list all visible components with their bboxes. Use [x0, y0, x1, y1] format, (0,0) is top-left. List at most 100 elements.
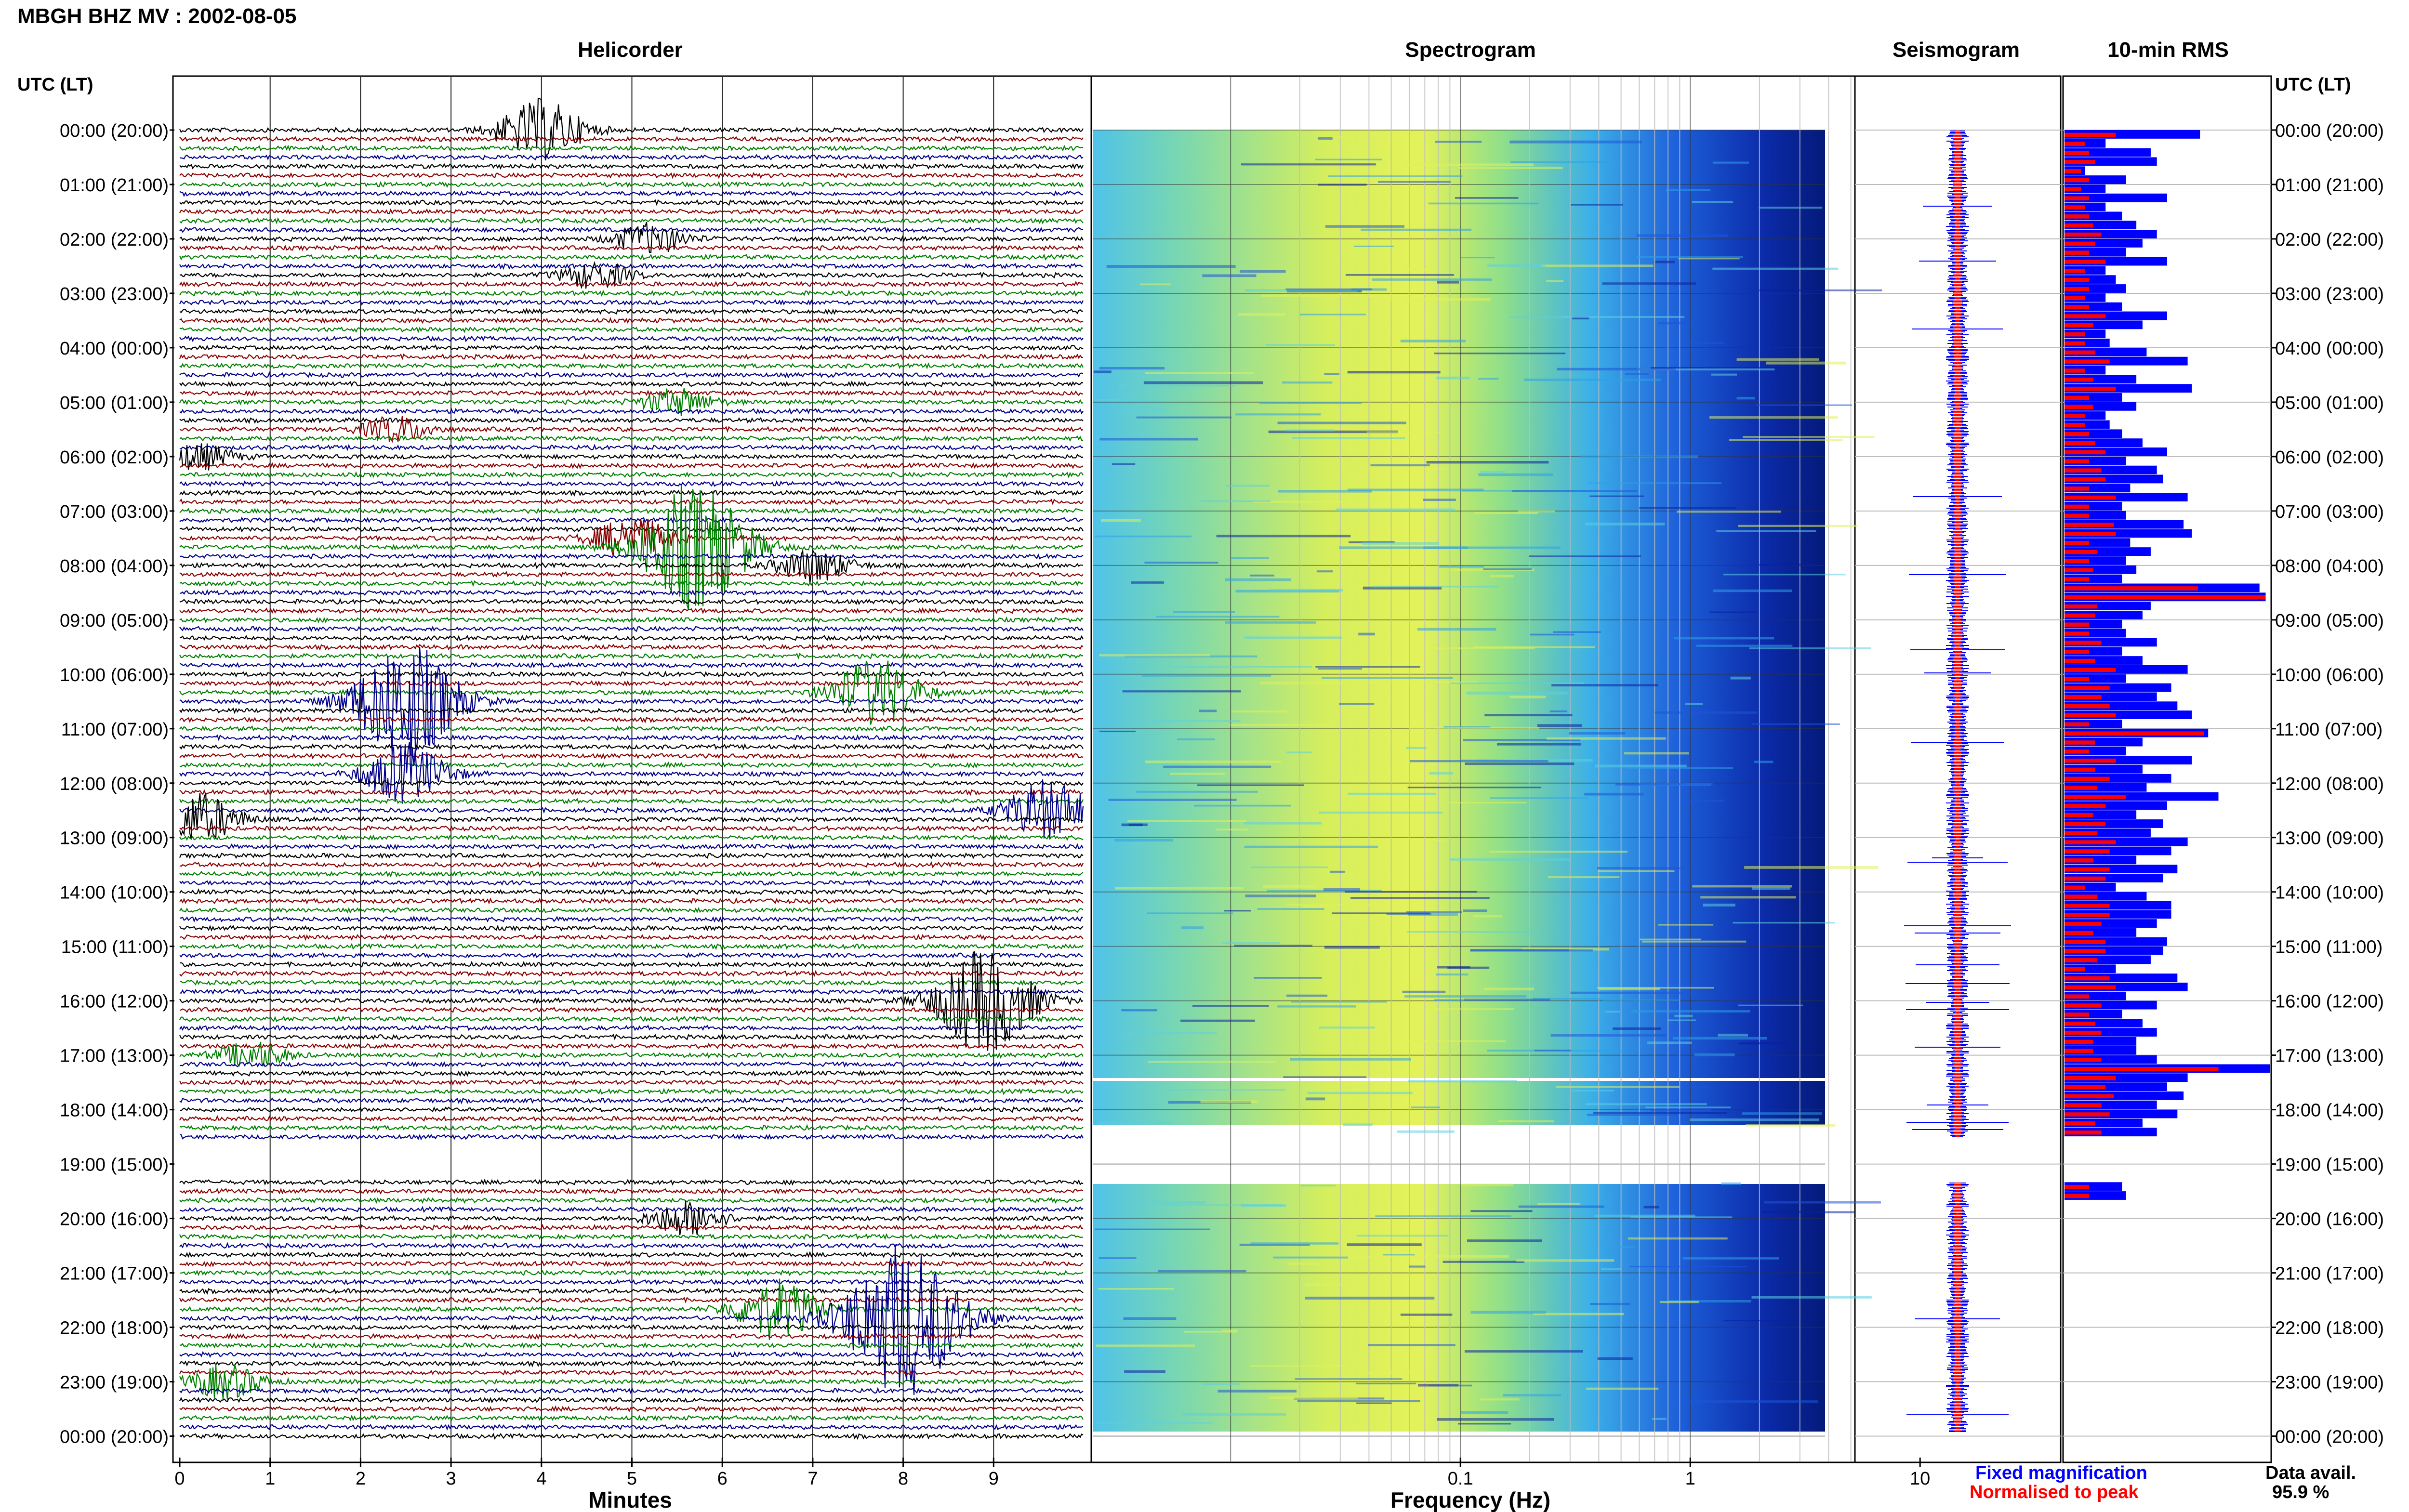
spectrogram-streak — [1163, 1204, 1283, 1206]
spectrogram-streak — [1325, 225, 1404, 228]
spectrogram-streak — [1631, 1010, 1750, 1012]
spectrogram-streak — [1594, 1214, 1695, 1218]
spectrogram-streak — [1674, 1014, 1693, 1018]
helicorder-trace — [179, 988, 1084, 996]
spectrogram-streak — [1718, 1034, 1748, 1037]
spectrogram-streak — [1286, 751, 1312, 753]
time-label-left: 09:00 (05:00) — [60, 611, 169, 631]
spectrogram-streak — [1756, 404, 1852, 406]
spectrogram-streak — [1321, 677, 1453, 679]
rms-bar-normalised — [2065, 686, 2110, 690]
spectrogram-streak — [1659, 1301, 1699, 1303]
helicorder-trace — [179, 1115, 1084, 1122]
rms-bar-normalised — [2065, 477, 2106, 482]
spectrogram-streak — [1509, 316, 1568, 318]
frequency-tick-label: 1 — [1685, 1469, 1695, 1489]
spectrogram-streak — [1638, 368, 1775, 371]
spectrogram-streak — [1465, 763, 1575, 765]
time-label-right: 03:00 (23:00) — [2275, 284, 2384, 304]
spectrogram-streak — [1595, 764, 1687, 768]
spectrogram-streak — [1282, 381, 1333, 384]
rms-bar-normalised — [2065, 287, 2090, 291]
spectrogram-streak — [1759, 564, 1818, 566]
helicorder-trace — [179, 190, 1084, 197]
helicorder-trace — [179, 616, 1084, 624]
time-label-right: 19:00 (15:00) — [2275, 1155, 2384, 1175]
helicorder-trace — [179, 261, 1084, 289]
spectrogram-streak — [1356, 681, 1478, 683]
helicorder-trace — [179, 526, 1084, 533]
spectrogram-streak — [1144, 562, 1218, 564]
spectrogram-streak — [1222, 942, 1280, 944]
time-label-left: 18:00 (14:00) — [60, 1101, 169, 1121]
spectrogram-streak — [1324, 373, 1339, 375]
time-label-right: 08:00 (04:00) — [2275, 556, 2384, 577]
spectrogram-streak — [1123, 1317, 1177, 1320]
helicorder-trace — [179, 198, 1084, 206]
spectrogram-streak — [1423, 546, 1561, 549]
spectrogram-streak — [1692, 201, 1734, 203]
rms-bar-normalised — [2065, 867, 2110, 872]
spectrogram-streak — [1459, 167, 1563, 170]
spectrogram-streak — [1244, 845, 1378, 848]
spectrogram-streak — [1397, 1130, 1455, 1133]
time-label-right: 20:00 (16:00) — [2275, 1210, 2384, 1230]
helicorder-trace — [179, 879, 1084, 886]
time-label-right: 02:00 (22:00) — [2275, 230, 2384, 250]
spectrogram-streak — [1572, 316, 1589, 320]
rms-bar-normalised — [2065, 849, 2110, 854]
spectrogram-streak — [1147, 912, 1233, 914]
minute-tick-label: 5 — [627, 1469, 637, 1489]
spectrogram-streak — [1639, 507, 1736, 509]
spectrogram-streak — [1463, 909, 1487, 912]
rms-bar-normalised — [2065, 940, 2106, 944]
spectrogram-streak — [1319, 811, 1443, 814]
rms-bar-normalised — [2065, 1094, 2114, 1099]
helicorder-trace — [179, 1288, 1084, 1295]
rms-bar-normalised — [2065, 223, 2093, 228]
helicorder-trace — [179, 589, 1084, 596]
rms-bar-normalised — [2065, 169, 2081, 173]
spectrogram-streak — [1407, 787, 1541, 789]
spectrogram-streak — [1428, 840, 1446, 841]
rms-bar-normalised — [2065, 1194, 2090, 1198]
rms-bar-normalised — [2065, 795, 2126, 799]
spectrogram-streak — [1437, 280, 1459, 284]
spectrogram-streak — [1099, 730, 1136, 733]
time-label-left: 12:00 (08:00) — [60, 774, 169, 794]
helicorder-trace — [179, 1206, 1084, 1213]
spectrogram-streak — [1121, 1009, 1157, 1012]
seismogram-normalised — [1953, 131, 1962, 1432]
spectrogram-streak — [1096, 1344, 1195, 1347]
time-label-right: 00:00 (20:00) — [2275, 1427, 2384, 1447]
rms-bar-normalised — [2065, 1130, 2102, 1135]
helicorder-trace — [179, 518, 1084, 557]
spectrogram-streak — [1690, 1118, 1820, 1121]
spectrogram-streak — [1629, 1266, 1747, 1268]
spectrogram-streak — [1406, 1040, 1506, 1042]
helicorder-trace — [179, 951, 1084, 1051]
spectrogram-streak — [1429, 772, 1453, 775]
helicorder-trace — [179, 1433, 1084, 1440]
spectrogram-streak — [1318, 184, 1367, 186]
spectrogram-streak — [1537, 1203, 1580, 1205]
spectrogram-streak — [1546, 280, 1564, 282]
spectrogram-streak — [1317, 137, 1333, 140]
spectrogram-streak — [1218, 1390, 1297, 1393]
helicorder-trace — [179, 253, 1084, 261]
spectrogram-streak — [1199, 710, 1217, 712]
time-label-right: 10:00 (06:00) — [2275, 665, 2384, 685]
helicorder-trace — [179, 789, 1084, 796]
helicorder-trace — [179, 1124, 1084, 1131]
helicorder-trace — [179, 1025, 1084, 1032]
helicorder-trace — [179, 154, 1084, 161]
spectrogram-streak — [1173, 611, 1235, 613]
spectrogram-streak — [1613, 1027, 1661, 1030]
helicorder-trace — [179, 734, 1084, 741]
helicorder-trace — [179, 1042, 1084, 1050]
rms-bar-normalised — [2065, 368, 2085, 373]
spectrogram-streak — [1759, 207, 1823, 209]
helicorder-trace — [179, 1324, 1084, 1331]
rms-bar-normalised — [2065, 232, 2102, 237]
spectrogram-streak — [1259, 682, 1354, 684]
